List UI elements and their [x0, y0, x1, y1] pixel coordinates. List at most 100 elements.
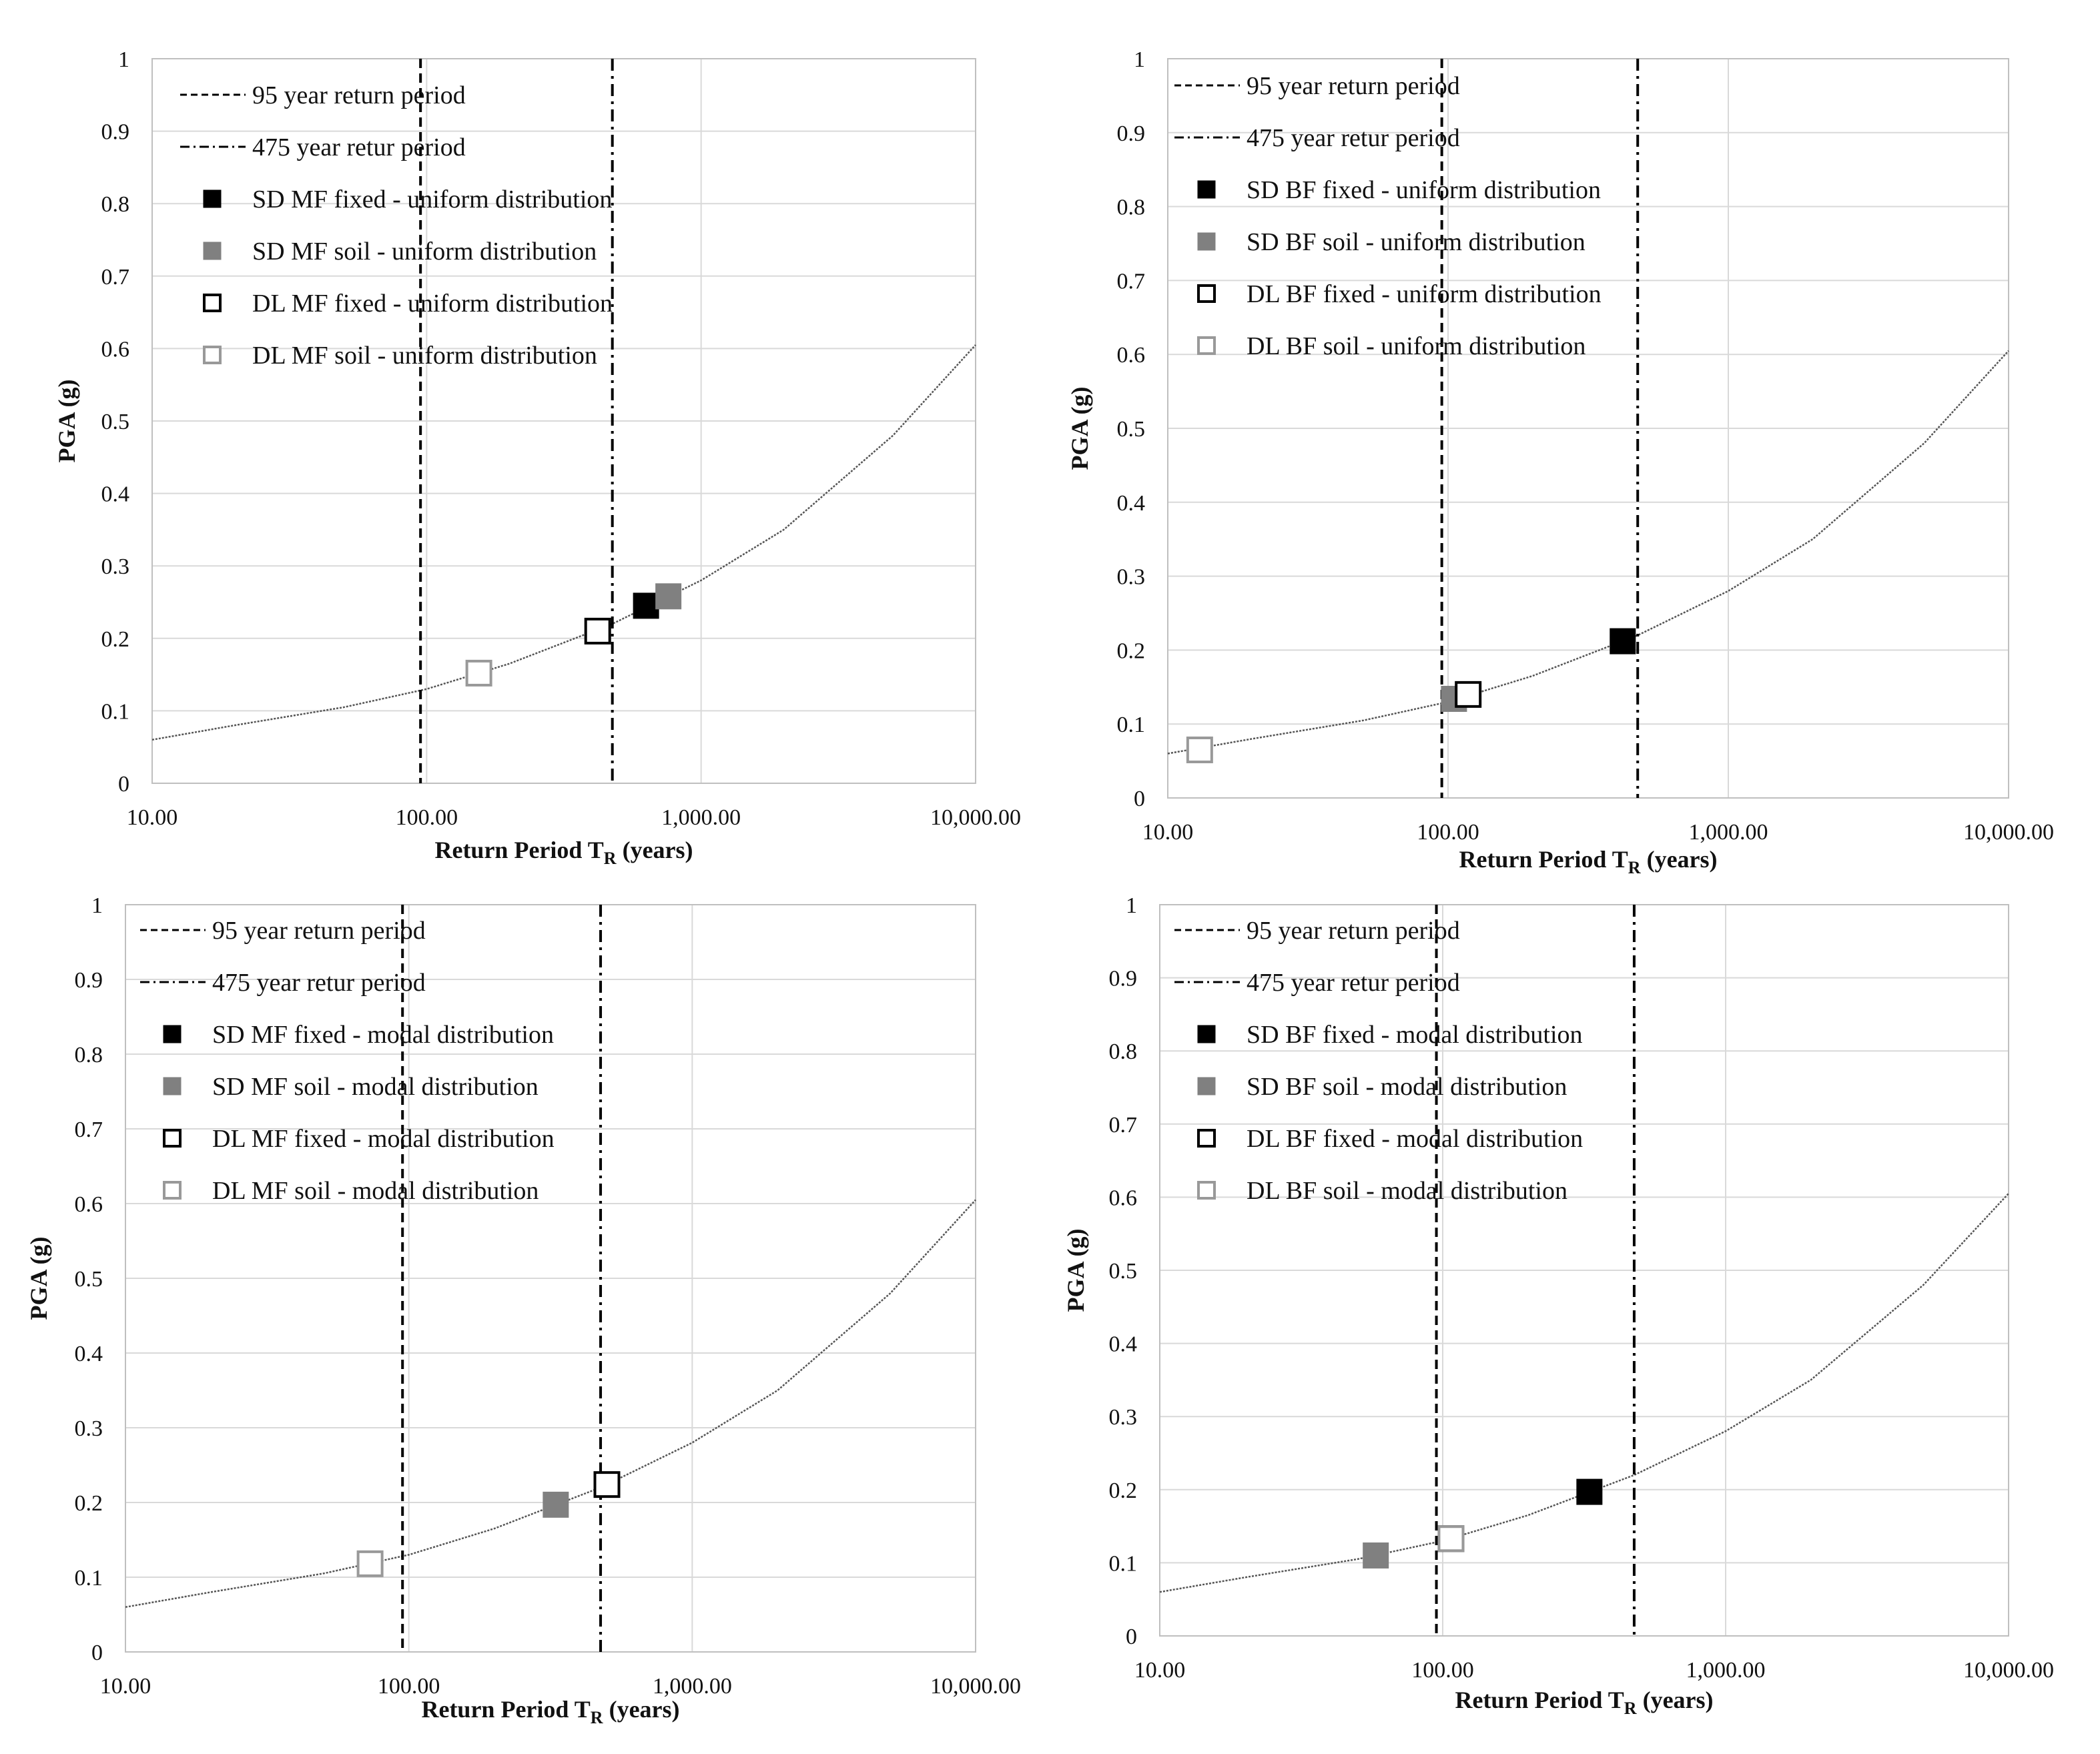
legend: 95 year return period 475 year retur peri…	[1174, 72, 1602, 360]
legend-marker-swatch	[163, 1181, 182, 1200]
y-tick-label: 0	[91, 1641, 103, 1665]
hazard-curve	[1159, 1193, 2009, 1593]
x-tick-label: 10,000.00	[1963, 820, 2054, 845]
x-tick-label: 1,000.00	[1689, 820, 1768, 845]
legend-label: SD BF fixed - modal distribution	[1247, 1021, 1583, 1049]
legend-label: 475 year retur period	[252, 133, 466, 161]
y-axis-title: PGA (g)	[25, 1237, 52, 1320]
x-tick-label: 10,000.00	[1963, 1658, 2054, 1683]
y-tick-label: 0.4	[101, 482, 130, 507]
x-tick-label: 100.00	[1417, 820, 1479, 845]
legend-label: SD MF fixed - uniform distribution	[252, 185, 612, 213]
plot-frame	[1159, 904, 2009, 1637]
legend-label: DL BF soil - uniform distribution	[1247, 332, 1586, 360]
y-axis-title: PGA (g)	[53, 380, 80, 463]
data-point	[543, 1491, 569, 1518]
y-tick-label: 0.1	[75, 1566, 103, 1591]
legend-marker-swatch	[1197, 180, 1216, 199]
y-tick-label: 0.5	[75, 1267, 103, 1292]
legend-label: 95 year return period	[252, 81, 466, 109]
y-tick-label: 0	[1126, 1625, 1137, 1649]
x-tick-label: 10,000.00	[930, 1674, 1021, 1699]
y-tick-label: 0.9	[75, 968, 103, 993]
legend-label: 95 year return period	[1247, 917, 1460, 945]
legend-marker-swatch	[1197, 1025, 1216, 1043]
legend-label: 475 year retur period	[212, 969, 426, 997]
legend-marker-swatch	[203, 189, 222, 208]
legend-marker-swatch	[1197, 284, 1216, 303]
legend-label: 475 year retur period	[1247, 124, 1460, 152]
y-tick-label: 1	[91, 893, 103, 918]
y-tick-label: 0.5	[1109, 1259, 1138, 1284]
y-tick-label: 1	[1134, 47, 1145, 72]
legend-marker-swatch	[1197, 1129, 1216, 1148]
x-tick-label: 10.00	[100, 1674, 151, 1699]
y-tick-label: 0.2	[75, 1491, 103, 1516]
x-tick-label: 1,000.00	[653, 1674, 732, 1699]
legend-marker-swatch	[1197, 232, 1216, 251]
data-point	[1437, 1525, 1465, 1553]
y-tick-label: 0	[1134, 787, 1145, 811]
y-tick-label: 0.5	[1117, 417, 1146, 442]
legend-marker-swatch	[163, 1077, 182, 1095]
y-tick-label: 1	[118, 47, 129, 72]
legend-label: 95 year return period	[1247, 72, 1460, 100]
x-axis-title: Return Period TR (years)	[434, 837, 693, 868]
y-tick-label: 0.7	[1109, 1113, 1138, 1138]
legend-label: SD BF soil - modal distribution	[1247, 1073, 1567, 1101]
data-point	[1576, 1478, 1603, 1505]
legend-marker-swatch	[163, 1129, 182, 1148]
plot-frame	[1167, 58, 2009, 799]
legend-label: DL MF soil - modal distribution	[212, 1177, 539, 1205]
legend-marker-swatch	[203, 346, 222, 364]
legend-marker-swatch	[163, 1025, 182, 1043]
legend-label: DL MF fixed - modal distribution	[212, 1125, 555, 1153]
y-tick-label: 0.3	[101, 554, 130, 579]
y-tick-label: 0.1	[1117, 713, 1146, 737]
legend-label: 475 year retur period	[1247, 969, 1460, 997]
x-tick-label: 10,000.00	[930, 805, 1021, 830]
data-point	[1186, 736, 1213, 763]
x-tick-label: 1,000.00	[1686, 1658, 1766, 1683]
legend-label: SD MF soil - modal distribution	[212, 1073, 539, 1101]
y-tick-label: 0.8	[75, 1043, 103, 1067]
x-tick-label: 100.00	[1411, 1658, 1474, 1683]
y-tick-label: 0.9	[1117, 121, 1146, 146]
y-tick-label: 0.8	[101, 192, 130, 217]
legend-marker-swatch	[203, 294, 222, 312]
y-tick-label: 0.2	[1109, 1478, 1138, 1503]
y-tick-label: 0.5	[101, 410, 130, 434]
legend-label: SD MF fixed - modal distribution	[212, 1021, 554, 1049]
legend-label: SD BF fixed - uniform distribution	[1247, 176, 1601, 204]
legend: 95 year return period 475 year retur peri…	[180, 81, 613, 370]
legend-label: DL BF fixed - modal distribution	[1247, 1125, 1583, 1153]
data-point	[356, 1550, 384, 1577]
plot-frame	[151, 58, 976, 784]
y-tick-label: 0.8	[1109, 1039, 1138, 1064]
hazard-curve	[151, 344, 976, 741]
y-axis-title: PGA (g)	[1066, 387, 1093, 470]
data-point	[465, 659, 492, 687]
x-tick-label: 10.00	[1134, 1658, 1186, 1683]
data-point	[584, 617, 611, 644]
chart-panel-1: 0 0.1 0.2 0.3 0.4 0.5 0.6 0.7 0.8 0.9 1 10.00 100.00…	[53, 47, 1021, 868]
legend-label: SD BF soil - uniform distribution	[1247, 228, 1586, 256]
y-tick-label: 0.9	[101, 120, 130, 145]
hazard-curve	[1167, 350, 2009, 755]
y-tick-label: 0.1	[101, 699, 130, 724]
y-tick-label: 0.4	[75, 1342, 103, 1366]
chart-panel-3: 0 0.1 0.2 0.3 0.4 0.5 0.6 0.7 0.8 0.9 1 10.00 100.00…	[25, 893, 1021, 1727]
x-axis-title: Return Period TR (years)	[1455, 1687, 1713, 1718]
hazard-curve	[125, 1199, 976, 1609]
legend-label: 95 year return period	[212, 917, 426, 945]
y-tick-label: 0.6	[1117, 343, 1146, 368]
data-point	[633, 592, 659, 619]
y-tick-label: 0.1	[1109, 1551, 1138, 1576]
legend-marker-swatch	[203, 242, 222, 260]
x-tick-label: 1,000.00	[661, 805, 741, 830]
legend-marker-swatch	[1197, 336, 1216, 355]
data-point	[1363, 1542, 1389, 1569]
y-tick-label: 0.9	[1109, 967, 1138, 991]
x-axis-title: Return Period TR (years)	[1459, 846, 1717, 877]
chart-panel-2: 0 0.1 0.2 0.3 0.4 0.5 0.6 0.7 0.8 0.9 1 10.00 100.00…	[1066, 47, 2054, 877]
